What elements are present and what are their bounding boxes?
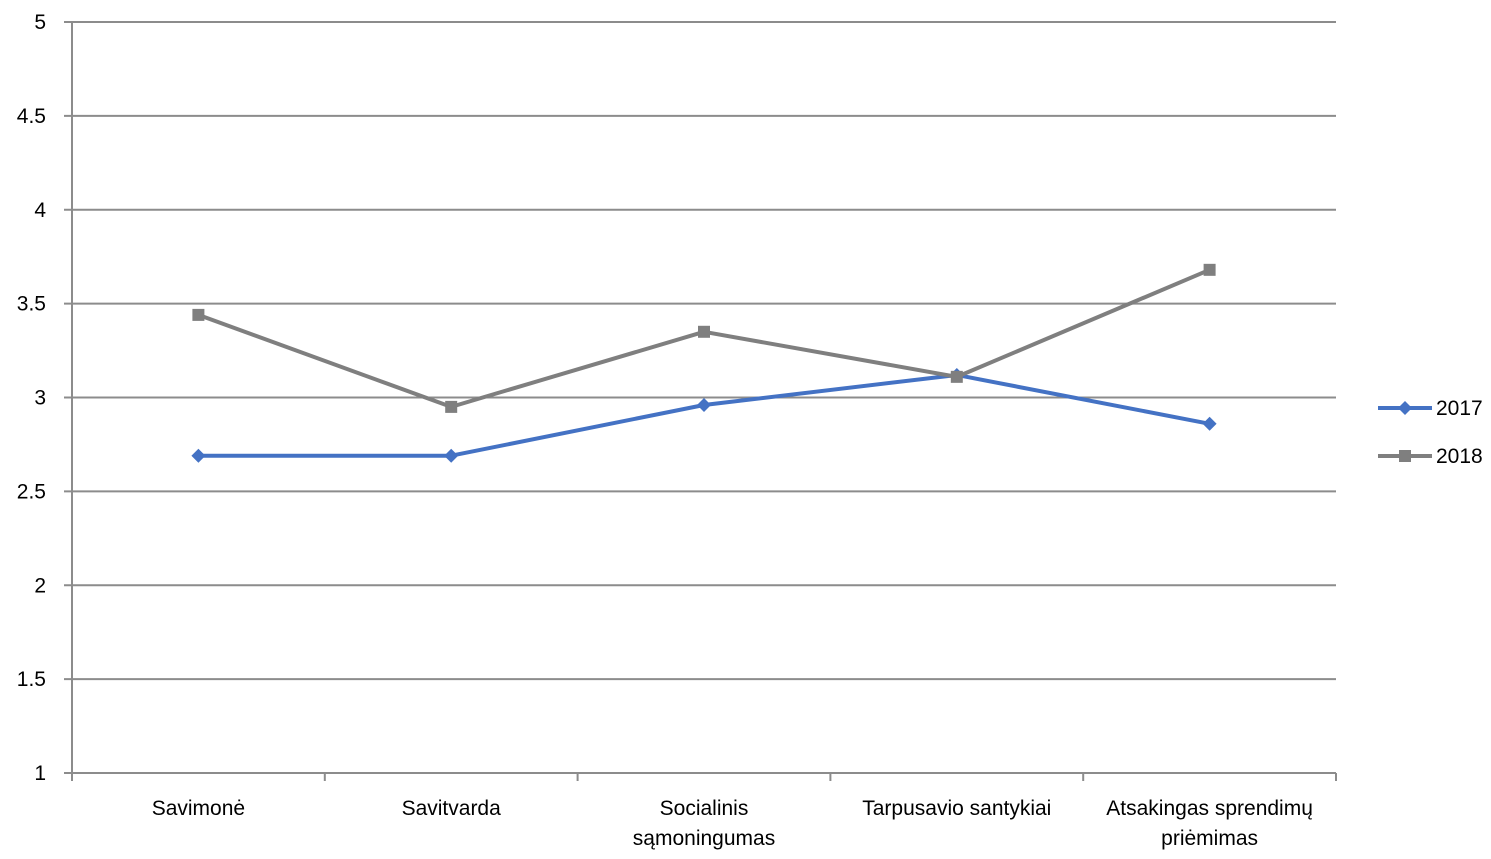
data-point xyxy=(1203,263,1216,276)
data-point xyxy=(950,370,963,383)
legend-label: 2017 xyxy=(1436,397,1483,420)
y-tick-label: 3 xyxy=(34,387,46,410)
series-2017 xyxy=(191,367,1217,463)
data-point xyxy=(444,448,459,463)
x-category-label-line: Tarpusavio santykiai xyxy=(862,797,1051,820)
legend-label: 2018 xyxy=(1436,445,1483,468)
y-tick-label: 3.5 xyxy=(17,293,46,316)
series-line xyxy=(197,267,1211,409)
data-point xyxy=(1202,416,1217,431)
x-category-label-line: Savitvarda xyxy=(402,797,502,820)
y-tick-label: 1 xyxy=(34,762,46,785)
y-tick-label: 2.5 xyxy=(17,480,46,503)
legend-item-2018: 2018 xyxy=(1378,445,1483,468)
data-point xyxy=(445,400,458,413)
legend-item-2017: 2017 xyxy=(1378,397,1483,420)
legend-marker xyxy=(1398,401,1412,415)
data-point xyxy=(697,398,711,413)
y-tick-label: 5 xyxy=(34,11,46,34)
x-category-label-line: Atsakingas sprendimų xyxy=(1106,797,1313,820)
y-tick-label: 2 xyxy=(34,574,46,597)
x-category-label: Savitvarda xyxy=(402,797,502,820)
y-tick-label: 1.5 xyxy=(17,668,46,691)
y-tick-label: 4 xyxy=(34,199,46,222)
legend-marker xyxy=(1399,450,1411,462)
x-category-label-line: Savimonė xyxy=(152,797,245,820)
x-category-label: Atsakingas sprendimų priėmimas xyxy=(1106,797,1313,850)
series-line xyxy=(198,372,1210,458)
y-tick-label: 4.5 xyxy=(17,105,46,128)
data-point xyxy=(698,325,710,338)
data-point xyxy=(191,448,206,463)
x-category-label-line: Socialinis xyxy=(660,797,749,820)
x-category-label: Socialinis sąmoningumas xyxy=(633,797,775,850)
x-category-label-line: sąmoningumas xyxy=(633,827,775,850)
x-category-label-line: priėmimas xyxy=(1161,827,1258,850)
data-point xyxy=(192,308,205,321)
series-layer xyxy=(191,263,1217,463)
series-2018 xyxy=(192,263,1216,413)
axes xyxy=(64,21,1337,781)
gridlines xyxy=(72,21,1336,681)
x-category-label: Savimonė xyxy=(152,797,245,820)
x-category-label: Tarpusavio santykiai xyxy=(862,797,1051,820)
legend: 2017 2018 xyxy=(1378,397,1483,468)
labels: 1 1.5 2 2.5 3 3.5 4 4.5 5 Savimonė Savitvarda Socia… xyxy=(17,11,1313,850)
